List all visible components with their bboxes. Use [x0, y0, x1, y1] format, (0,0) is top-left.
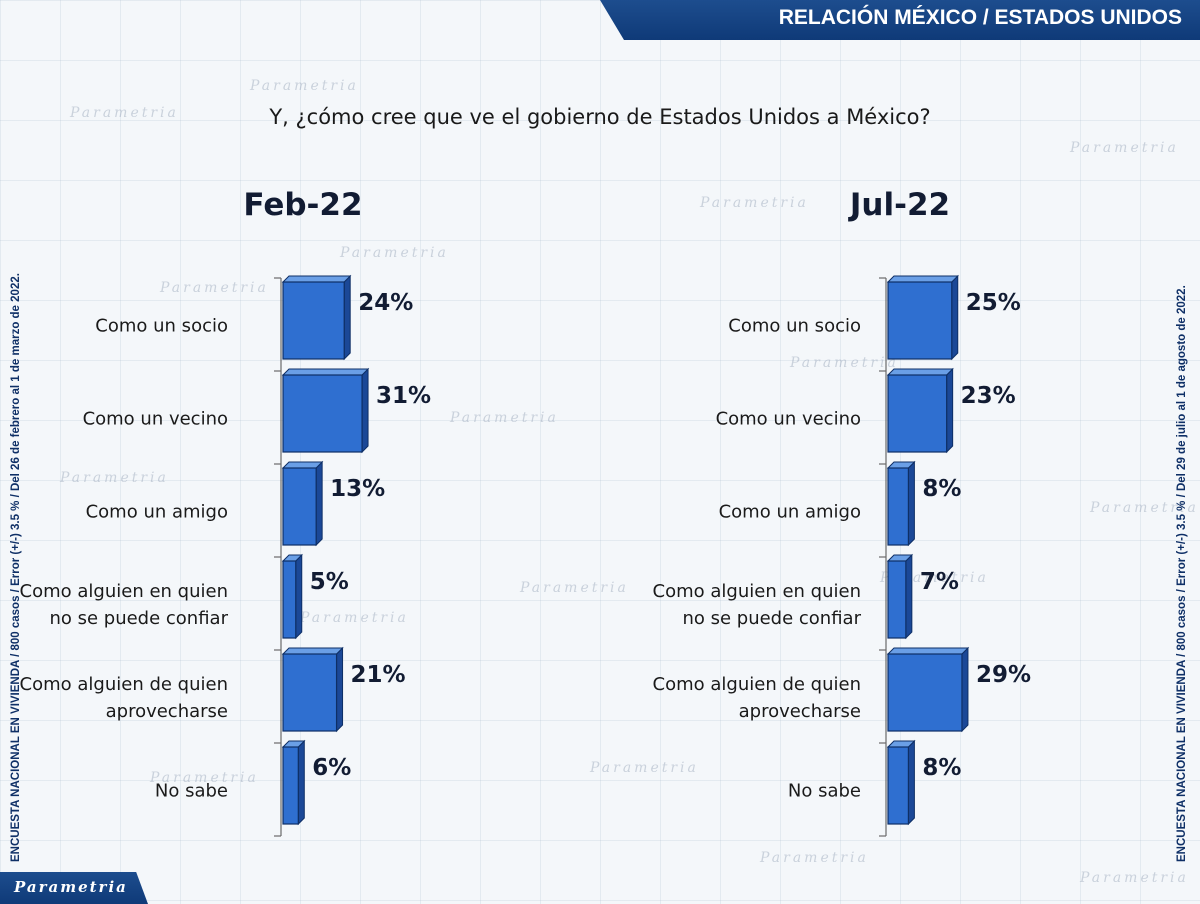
bar-side [336, 646, 344, 733]
data-label: 23% [961, 383, 1016, 409]
watermark-text: Parametria [450, 410, 559, 426]
watermark-text: Parametria [340, 245, 449, 261]
watermark-text: Parametria [300, 610, 409, 626]
bar-side [295, 553, 303, 640]
watermark-text: Parametria [150, 770, 259, 786]
category-label: Como alguien en quien no se puede confiar [20, 581, 229, 629]
bar [282, 653, 338, 732]
category-label-line: aprovecharse [739, 701, 861, 722]
category-label: No sabe [788, 781, 861, 802]
watermark-text: Parametria [1080, 870, 1189, 886]
bar [887, 746, 909, 825]
category-label-line: Como alguien en quien [20, 581, 228, 602]
bar [887, 653, 963, 732]
category-label-line: Como un amigo [86, 502, 228, 523]
data-label: 13% [330, 476, 385, 502]
bar [282, 281, 345, 360]
bar [887, 374, 948, 453]
data-label: 8% [922, 755, 961, 781]
bar-side [907, 460, 915, 547]
chart-title: Jul-22 [848, 187, 950, 223]
watermark-text: Parametria [250, 78, 359, 94]
watermark-text: Parametria [590, 760, 699, 776]
category-label-line: Como un amigo [719, 502, 861, 523]
bar-side [946, 367, 954, 454]
survey-question: Y, ¿cómo cree que ve el gobierno de Esta… [269, 105, 931, 129]
category-label-line: aprovecharse [106, 701, 228, 722]
section-title: RELACIÓN MÉXICO / ESTADOS UNIDOS [778, 6, 1182, 29]
bar-top [281, 647, 344, 655]
data-label: 21% [351, 662, 406, 688]
category-label: No sabe [155, 781, 228, 802]
watermark-text: Parametria [70, 105, 179, 121]
bar-top [281, 368, 370, 376]
category-label-line: Como alguien en quien [653, 581, 861, 602]
category-label: Como un vecino [716, 409, 861, 430]
bar-side [907, 739, 915, 826]
category-label: Como un vecino [83, 409, 228, 430]
category-label: Como un socio [95, 316, 228, 337]
bar-side [961, 646, 969, 733]
bar-top [281, 461, 324, 469]
bar [282, 746, 299, 825]
category-label: Como alguien de quien aprovecharse [653, 674, 861, 722]
data-label: 7% [920, 569, 959, 595]
category-label-line: Como un socio [728, 316, 861, 337]
bar-side [951, 274, 959, 361]
category-label: Como un amigo [719, 502, 861, 523]
watermark-text: Parametria [160, 280, 269, 296]
logo-text: Parametria [14, 878, 128, 896]
header-bar: RELACIÓN MÉXICO / ESTADOS UNIDOS [600, 0, 1200, 40]
bar-top [886, 368, 954, 376]
category-label: Como alguien en quien no se puede confiar [653, 581, 862, 629]
category-label: Como un socio [728, 316, 861, 337]
chart-title: Feb-22 [243, 187, 362, 223]
watermark-text: Parametria [700, 195, 809, 211]
category-label-line: No sabe [155, 781, 228, 802]
bar [282, 374, 363, 453]
data-label: 31% [376, 383, 431, 409]
data-label: 5% [310, 569, 349, 595]
bar [887, 281, 953, 360]
bar-top [886, 275, 959, 283]
chart-feb-22: Feb-22 24% Como un socio 31% Como un vecino 1… [20, 187, 431, 837]
chart-jul-22: Jul-22 25% Como un socio 23% Como un vecino 8… [653, 187, 1031, 837]
watermark-text: Parametria [790, 355, 899, 371]
watermark-text: Parametria [1090, 500, 1199, 516]
category-label-line: Como un vecino [716, 409, 861, 430]
bar [887, 467, 909, 546]
category-label-line: no se puede confiar [49, 608, 228, 629]
watermark-text: Parametria [60, 470, 169, 486]
data-label: 8% [922, 476, 961, 502]
bar-side [297, 739, 305, 826]
data-label: 24% [358, 290, 413, 316]
category-label-line: Como un socio [95, 316, 228, 337]
watermark-text: Parametria [760, 850, 869, 866]
category-label-line: no se puede confiar [682, 608, 861, 629]
data-label: 6% [312, 755, 351, 781]
category-label-line: Como alguien de quien [653, 674, 861, 695]
bar-side [343, 274, 351, 361]
category-label-line: Como alguien de quien [20, 674, 228, 695]
category-label: Como un amigo [86, 502, 228, 523]
bar-top [281, 275, 352, 283]
data-label: 29% [976, 662, 1031, 688]
bar [887, 560, 907, 639]
watermark-text: Parametria [1070, 140, 1179, 156]
category-label: Como alguien de quien aprovecharse [20, 674, 228, 722]
bar-top [886, 647, 970, 655]
bar-side [315, 460, 323, 547]
category-label-line: Como un vecino [83, 409, 228, 430]
bar-side [905, 553, 913, 640]
data-label: 25% [966, 290, 1021, 316]
parametria-logo: Parametria [0, 872, 148, 904]
bar [282, 560, 297, 639]
bar-side [361, 367, 369, 454]
bar [282, 467, 317, 546]
watermark-text: Parametria [520, 580, 629, 596]
category-label-line: No sabe [788, 781, 861, 802]
